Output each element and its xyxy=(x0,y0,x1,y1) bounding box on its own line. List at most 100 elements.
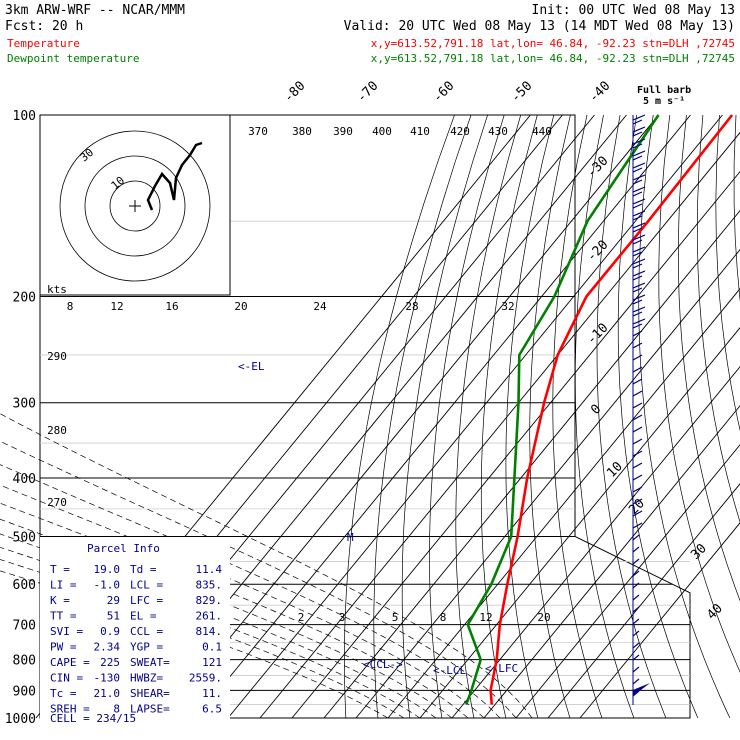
dry-adiabat xyxy=(373,114,472,719)
legend-dewpoint: Dewpoint temperature xyxy=(7,52,139,65)
dry-adiabat xyxy=(638,114,731,719)
wind-barb xyxy=(632,390,643,397)
wind-barb xyxy=(632,227,643,233)
mixing-ratio-low-label: 2 xyxy=(298,611,305,624)
wind-barb xyxy=(632,486,643,493)
dry-adiabat xyxy=(574,114,635,719)
theta-label: 380 xyxy=(292,125,312,138)
wind-barb xyxy=(632,426,643,433)
isotherm-line xyxy=(323,209,740,719)
wind-barb xyxy=(632,438,643,445)
dewpoint-profile xyxy=(464,114,660,706)
parcel-cell: CIN = xyxy=(50,672,83,685)
wind-barb xyxy=(632,606,640,613)
pressure-label: 900 xyxy=(13,684,36,699)
theta-label: 400 xyxy=(372,125,392,138)
wind-barb xyxy=(632,354,643,361)
pressure-label: 400 xyxy=(13,472,36,487)
moist-adiabat xyxy=(0,484,485,719)
adiabat-label: 290 xyxy=(47,350,67,363)
wind-barb xyxy=(632,131,643,137)
dry-adiabat xyxy=(696,114,740,524)
parcel-cell: 2.34 xyxy=(94,641,121,654)
wind-barb xyxy=(632,143,643,149)
isotherm-line xyxy=(291,170,740,719)
parcel-cell: 19.0 xyxy=(94,563,121,576)
wind-barb xyxy=(632,258,646,265)
wind-barb xyxy=(632,666,640,673)
wind-barb xyxy=(632,263,643,269)
parcel-cell: K = xyxy=(50,594,70,607)
parcel-cell: 11.4 xyxy=(196,563,223,576)
mixing-ratio-label: 28 xyxy=(405,300,418,313)
theta-label: 430 xyxy=(488,125,508,138)
pressure-label: 800 xyxy=(13,654,36,669)
parcel-cell: 6.5 xyxy=(202,703,222,716)
profiles xyxy=(464,114,734,706)
isotherm-label: 30 xyxy=(688,541,710,563)
hodograph-ring xyxy=(59,130,211,282)
isotherm-label: 40 xyxy=(704,601,726,623)
wind-barb xyxy=(632,654,640,661)
parcel-cell: 51 xyxy=(107,610,120,623)
isotherm-label: -20 xyxy=(584,238,611,265)
parcel-cell: 829. xyxy=(196,594,223,607)
wind-legend-line1: Full barb xyxy=(637,85,691,96)
wind-barb xyxy=(632,251,643,257)
wind-barb xyxy=(632,594,640,601)
mixing-ratio-label: 24 xyxy=(313,300,327,313)
wind-barb xyxy=(632,642,640,649)
parcel-cell: SHEAR= xyxy=(130,687,170,700)
title-valid: Valid: 20 UTC Wed 08 May 13 (14 MDT Wed … xyxy=(344,19,735,34)
parcel-cell: Td = xyxy=(130,563,157,576)
parcel-cell: LAPSE= xyxy=(130,703,170,716)
wind-barb xyxy=(632,618,640,625)
wind-barb xyxy=(632,282,646,289)
wind-barb xyxy=(632,498,643,505)
theta-label: 440 xyxy=(532,125,552,138)
mixing-ratio-low-label: 3 xyxy=(339,611,346,624)
dry-adiabat xyxy=(480,114,538,719)
wind-barb xyxy=(632,582,640,589)
theta-label: 390 xyxy=(333,125,353,138)
wind-legend-line2: 5 m s⁻¹ xyxy=(643,96,685,107)
wind-barb xyxy=(632,558,640,565)
wind-barb xyxy=(632,246,646,253)
isotherm-line xyxy=(355,248,740,719)
temp-location: x,y=613.52,791.18 lat,lon= 46.84, -92.23… xyxy=(371,37,735,50)
parcel-cell: 835. xyxy=(196,579,223,592)
isotherm-line xyxy=(227,114,723,719)
parcel-cell: 121 xyxy=(202,656,222,669)
parcel-cell: 29 xyxy=(107,594,120,607)
mixing-ratio-low-label: 8 xyxy=(440,611,447,624)
wind-barb xyxy=(632,366,643,373)
dry-adiabat xyxy=(678,114,740,602)
isotherm-line xyxy=(451,366,740,719)
wind-barb xyxy=(632,323,643,329)
wind-barb xyxy=(632,186,646,193)
wind-barb xyxy=(632,287,643,293)
pressure-label: 300 xyxy=(13,397,36,412)
parcel-cell: Tc = xyxy=(50,687,77,700)
parcel-cell: 0.9 xyxy=(100,625,120,638)
hodograph-units: kts xyxy=(47,283,67,296)
pressure-label: 100 xyxy=(13,109,36,124)
hodograph-ring xyxy=(84,155,186,257)
wind-barb xyxy=(632,378,643,385)
dry-adiabat xyxy=(658,114,740,673)
parcel-cell: LI = xyxy=(50,579,77,592)
parcel-cell: 2559. xyxy=(189,672,222,685)
wind-barb xyxy=(632,270,646,277)
theta-label: 420 xyxy=(450,125,470,138)
wind-barb xyxy=(632,167,643,173)
pressure-label: 1000 xyxy=(5,712,36,727)
dry-adiabat xyxy=(596,114,667,719)
legend-temperature: Temperature xyxy=(7,37,80,50)
wind-barb xyxy=(632,510,643,517)
dry-adiabat xyxy=(529,114,571,719)
wind-barb xyxy=(632,342,643,349)
parcel-cell: TT = xyxy=(50,610,77,623)
parcel-cell: -1.0 xyxy=(94,579,121,592)
wind-barb xyxy=(632,462,643,469)
pressure-label: 500 xyxy=(13,530,36,545)
